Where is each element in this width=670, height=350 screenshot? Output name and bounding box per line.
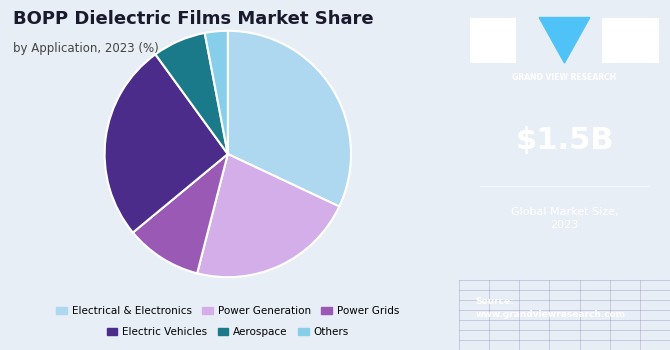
Wedge shape <box>155 33 228 154</box>
Legend: Electrical & Electronics, Power Generation, Power Grids: Electrical & Electronics, Power Generati… <box>52 302 403 320</box>
Wedge shape <box>205 31 228 154</box>
Text: GRAND VIEW RESEARCH: GRAND VIEW RESEARCH <box>513 74 616 83</box>
Wedge shape <box>228 31 351 206</box>
Legend: Electric Vehicles, Aerospace, Others: Electric Vehicles, Aerospace, Others <box>103 323 353 341</box>
Wedge shape <box>133 154 228 273</box>
FancyBboxPatch shape <box>470 18 516 63</box>
Wedge shape <box>197 154 339 277</box>
Wedge shape <box>105 54 228 232</box>
Text: $1.5B: $1.5B <box>515 126 614 154</box>
Polygon shape <box>539 18 590 63</box>
FancyBboxPatch shape <box>602 18 659 63</box>
Text: by Application, 2023 (%): by Application, 2023 (%) <box>13 42 159 55</box>
Text: BOPP Dielectric Films Market Share: BOPP Dielectric Films Market Share <box>13 10 374 28</box>
Text: Global Market Size,
2023: Global Market Size, 2023 <box>511 206 618 230</box>
Text: Source:
www.grandviewresearch.com: Source: www.grandviewresearch.com <box>476 298 626 319</box>
